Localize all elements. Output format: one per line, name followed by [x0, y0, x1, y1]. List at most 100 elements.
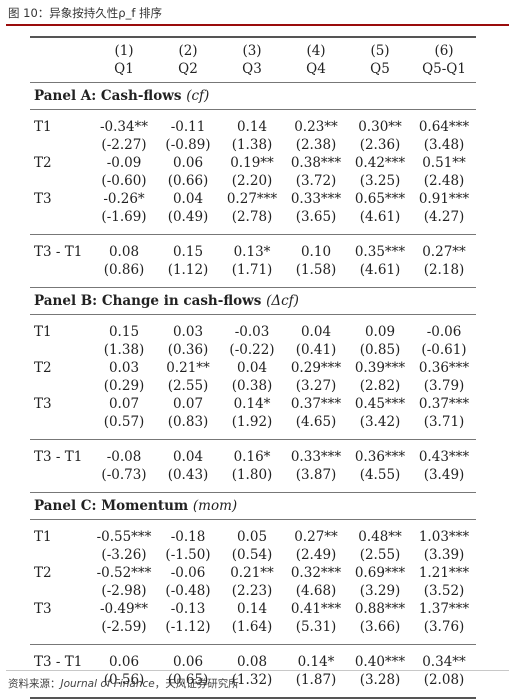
table-cell: (1.71) — [231, 262, 273, 278]
panel-top-rule — [30, 287, 476, 288]
diff-rule — [30, 644, 476, 645]
row-label — [30, 618, 92, 636]
table-cell: -0.03 — [234, 324, 270, 340]
table-cell: 0.65*** — [354, 191, 406, 207]
table-cell: -0.52*** — [96, 565, 152, 581]
panel-symbol: (cf) — [186, 88, 210, 104]
row-gap — [30, 645, 476, 653]
table-cell: 0.32*** — [290, 565, 342, 581]
diff-t-stat-row: (0.56) (0.65) (1.32) (1.87) (3.28) (2.08) — [30, 671, 476, 689]
row-label — [30, 341, 92, 359]
table-cell: (1.80) — [231, 467, 273, 483]
coefficient-row: T3 -0.26* 0.04 0.27*** 0.33*** 0.65*** 0.91*** — [30, 190, 476, 208]
table-cell: (5.31) — [295, 619, 337, 635]
row-label: T2 — [34, 155, 52, 171]
table-cell: -0.18 — [170, 529, 206, 545]
panel-symbol: (mom) — [192, 498, 238, 514]
t-stat-row: (0.29) (2.55) (0.38) (3.27) (2.82) (3.79) — [30, 377, 476, 395]
table-cell: -0.55*** — [96, 529, 152, 545]
table-cell: (3.48) — [423, 137, 465, 153]
table-cell: (0.43) — [167, 467, 209, 483]
table-cell: (1.64) — [231, 619, 273, 635]
table-cell: (1.58) — [295, 262, 337, 278]
table-cell: 0.36*** — [354, 449, 406, 465]
table-cell: 0.04 — [236, 360, 268, 376]
column-number: (2) — [178, 43, 198, 59]
table-cell: 0.07 — [108, 396, 140, 412]
table-cell: 0.51** — [422, 155, 466, 171]
table-cell: 0.03 — [172, 324, 204, 340]
t-stat-row: (-0.60) (0.66) (2.20) (3.72) (3.25) (2.48) — [30, 172, 476, 190]
table-cell: 0.06 — [172, 654, 204, 670]
coefficient-row: T1 -0.55*** -0.18 0.05 0.27** 0.48** 1.03*** — [30, 528, 476, 546]
table-cell: (3.52) — [423, 583, 465, 599]
row-label: T3 — [34, 396, 52, 412]
table-cell: 0.42*** — [354, 155, 406, 171]
table-cell: 0.33*** — [290, 449, 342, 465]
table-cell: (3.49) — [423, 467, 465, 483]
title-rule — [6, 24, 509, 26]
table-cell: 0.36*** — [418, 360, 470, 376]
column-name: Q4 — [306, 61, 326, 77]
table-cell: (3.42) — [359, 414, 401, 430]
table-cell: 0.48** — [358, 529, 402, 545]
table-cell: 0.19** — [230, 155, 274, 171]
table-cell: (0.54) — [231, 547, 273, 563]
coefficient-row: T2 -0.52*** -0.06 0.21** 0.32*** 0.69*** 1.21*… — [30, 564, 476, 582]
table-cell: 0.45*** — [354, 396, 406, 412]
row-label: T1 — [34, 324, 52, 340]
panel-symbol: (Δcf) — [266, 293, 299, 309]
table-cell: (-0.61) — [421, 342, 467, 358]
t-stat-row: (1.38) (0.36) (-0.22) (0.41) (0.85) (-0.61) — [30, 341, 476, 359]
column-name: Q5-Q1 — [422, 61, 466, 77]
panel-title: Panel A: Cash-flows (cf) — [30, 83, 476, 109]
table-cell: 0.23** — [294, 119, 338, 135]
source-suffix: ，天风证券研究所 — [154, 678, 239, 690]
column-number: (6) — [434, 43, 454, 59]
table-cell: (0.38) — [231, 378, 273, 394]
table-cell: (3.66) — [359, 619, 401, 635]
table-cell: 0.07 — [172, 396, 204, 412]
table-cell: -0.49** — [99, 601, 149, 617]
row-label — [30, 172, 92, 190]
panel-title-text: Panel B: Change in cash-flows — [34, 293, 262, 309]
table-cell: (1.38) — [231, 137, 273, 153]
column-name: Q2 — [178, 61, 198, 77]
table-cell: 0.09 — [364, 324, 396, 340]
table-cell: (2.82) — [359, 378, 401, 394]
row-label — [30, 546, 92, 564]
table-cell: 0.64*** — [418, 119, 470, 135]
row-gap — [30, 636, 476, 644]
table-cell: (4.61) — [359, 262, 401, 278]
table-cell: -0.06 — [170, 565, 206, 581]
t-stat-row: (-2.27) (-0.89) (1.38) (2.38) (2.36) (3.48) — [30, 136, 476, 154]
table-cell: (2.48) — [423, 173, 465, 189]
table-cell: 1.03*** — [418, 529, 470, 545]
table-cell: 0.21** — [166, 360, 210, 376]
table-cell: 0.06 — [108, 654, 140, 670]
source-prefix: 资料来源： — [8, 678, 61, 690]
table-cell: 0.05 — [236, 529, 268, 545]
column-number: (1) — [114, 43, 134, 59]
table-cell: (-1.69) — [101, 209, 147, 225]
table-cell: (2.78) — [231, 209, 273, 225]
table-cell: (2.36) — [359, 137, 401, 153]
panel-title-text: Panel A: Cash-flows — [34, 88, 182, 104]
table-cell: (3.76) — [423, 619, 465, 635]
table-cell: 0.33*** — [290, 191, 342, 207]
column-number: (5) — [370, 43, 390, 59]
table-cell: (-0.89) — [165, 137, 211, 153]
table-cell: (0.86) — [103, 262, 145, 278]
coefficient-row: T2 -0.09 0.06 0.19** 0.38*** 0.42*** 0.51** — [30, 154, 476, 172]
table-cell: (2.23) — [231, 583, 273, 599]
table-cell: 0.08 — [236, 654, 268, 670]
table-cell: 1.37*** — [418, 601, 470, 617]
table-cell: -0.26* — [103, 191, 145, 207]
table-cell: 0.88*** — [354, 601, 406, 617]
table-cell: 0.69*** — [354, 565, 406, 581]
column-number: (3) — [242, 43, 262, 59]
coefficient-row: T3 0.07 0.07 0.14* 0.37*** 0.45*** 0.37*** — [30, 395, 476, 413]
source-journal: Journal of Finance — [60, 678, 155, 690]
diff-t-stat-row: (0.86) (1.12) (1.71) (1.58) (4.61) (2.18) — [30, 261, 476, 279]
table-cell: 0.16* — [233, 449, 271, 465]
